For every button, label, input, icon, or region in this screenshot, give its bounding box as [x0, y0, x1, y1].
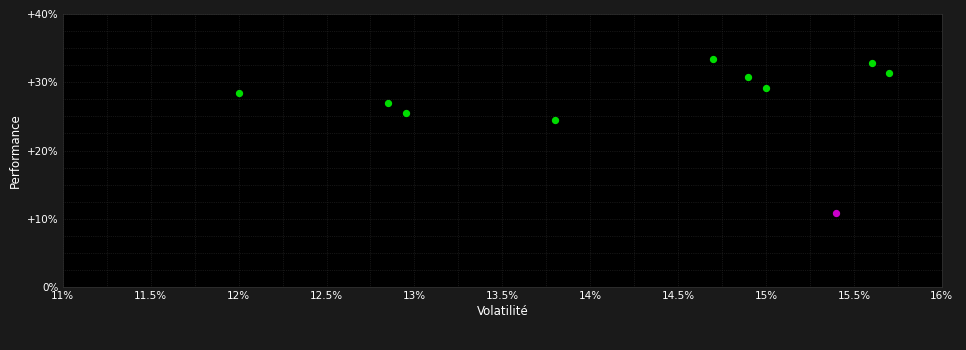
Point — [741, 75, 756, 80]
Y-axis label: Performance: Performance — [9, 113, 21, 188]
Point — [829, 210, 844, 216]
Point — [381, 100, 396, 106]
Point — [758, 85, 774, 91]
Point — [864, 60, 879, 66]
Point — [705, 56, 721, 62]
Point — [398, 110, 413, 116]
X-axis label: Volatilité: Volatilité — [476, 305, 528, 318]
Point — [231, 90, 246, 96]
Point — [881, 71, 896, 76]
Point — [548, 118, 563, 123]
